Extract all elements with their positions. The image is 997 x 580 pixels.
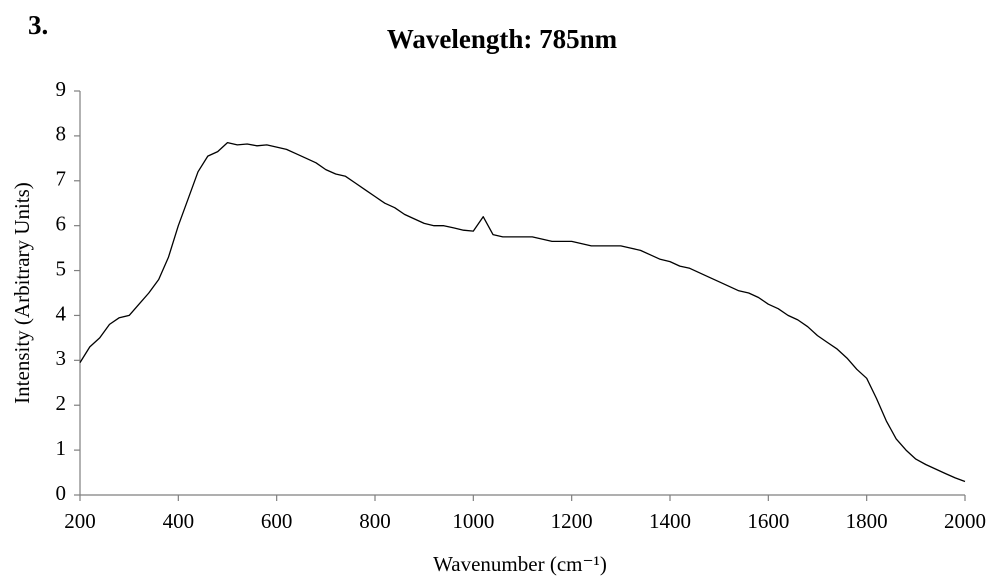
x-tick-label: 800 <box>359 509 391 533</box>
y-tick-label: 7 <box>56 167 67 191</box>
y-axis-label: Intensity (Arbitrary Units) <box>10 182 34 404</box>
x-tick-label: 1000 <box>452 509 494 533</box>
x-tick-label: 1800 <box>846 509 888 533</box>
x-axis-label: Wavenumber (cm⁻¹) <box>433 552 607 576</box>
x-tick-label: 400 <box>163 509 195 533</box>
x-tick-label: 1400 <box>649 509 691 533</box>
x-tick-label: 200 <box>64 509 96 533</box>
x-tick-label: 600 <box>261 509 293 533</box>
y-tick-label: 0 <box>56 481 67 505</box>
x-tick-label: 2000 <box>944 509 986 533</box>
y-tick-label: 5 <box>56 256 67 280</box>
panel-label: 3. <box>28 10 48 40</box>
x-tick-label: 1200 <box>551 509 593 533</box>
y-tick-label: 6 <box>56 211 67 235</box>
y-tick-label: 1 <box>56 436 67 460</box>
y-tick-label: 2 <box>56 391 67 415</box>
spectrum-line <box>79 141 966 483</box>
chart-title: Wavelength: 785nm <box>387 24 618 54</box>
y-tick-label: 9 <box>56 77 67 101</box>
y-tick-label: 3 <box>56 346 67 370</box>
y-tick-label: 8 <box>56 122 67 146</box>
x-tick-label: 1600 <box>747 509 789 533</box>
y-tick-label: 4 <box>56 301 67 325</box>
